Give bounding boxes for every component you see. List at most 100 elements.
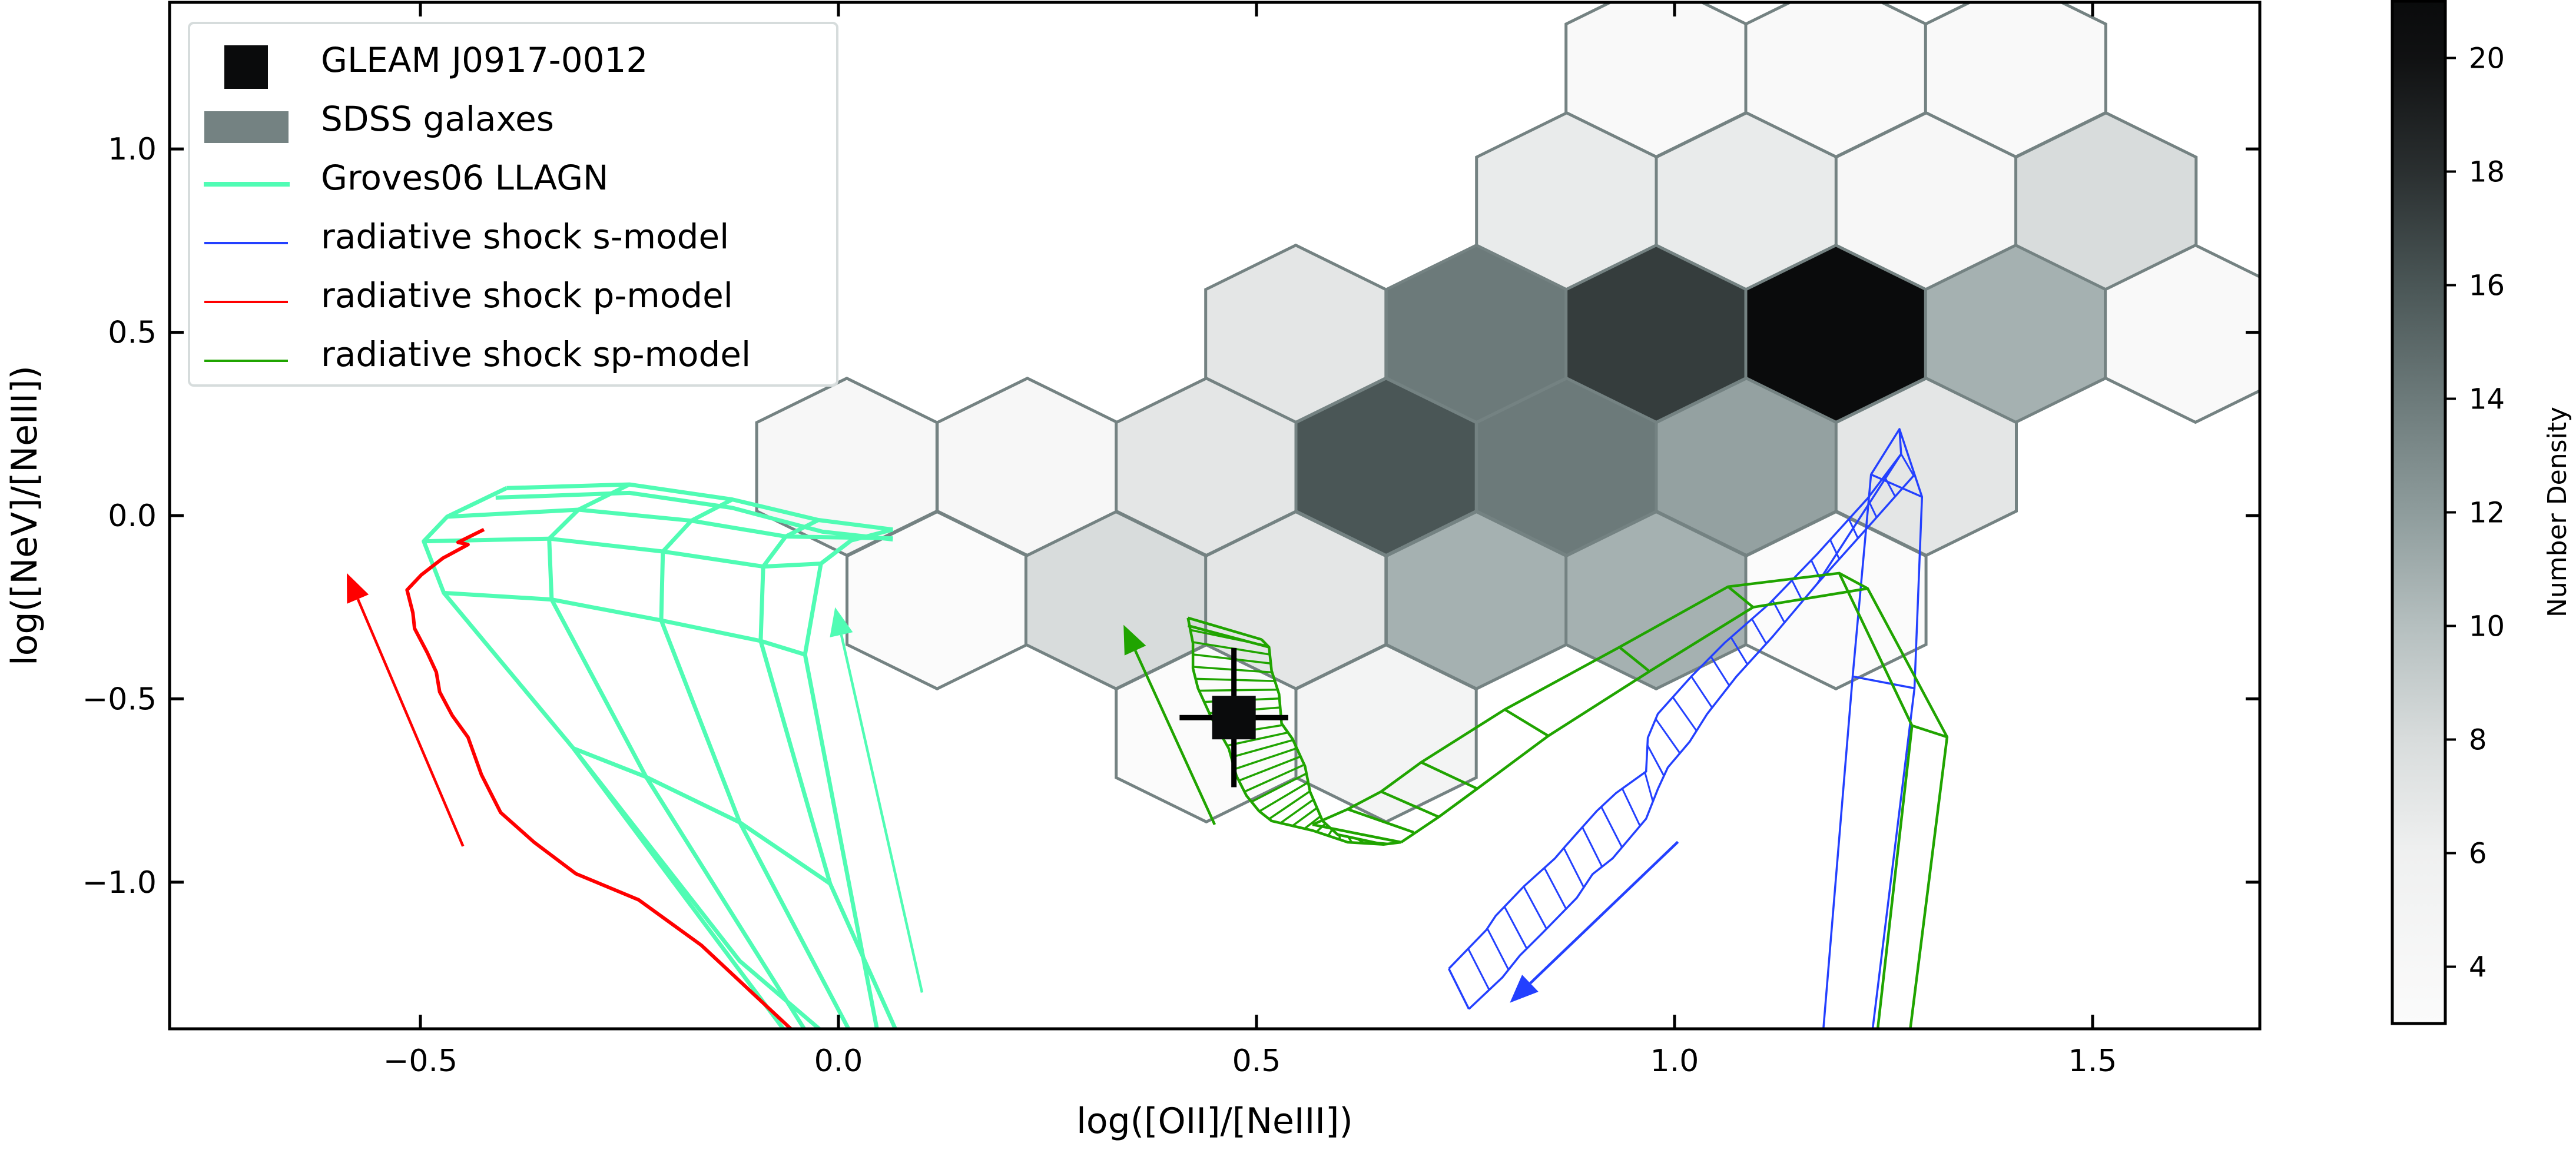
legend-entry-gleam: GLEAM J0917-0012 — [190, 35, 836, 89]
model-curves-layer — [347, 428, 1949, 1029]
x-tick-label: 0.0 — [814, 1044, 863, 1079]
band-hatch — [1356, 838, 1365, 845]
x-tick-label: 0.5 — [1232, 1044, 1281, 1079]
legend: GLEAM J0917-0012 SDSS galaxes Groves06 L… — [188, 22, 838, 387]
colorbar-tick-label: 14 — [2469, 383, 2505, 416]
legend-label: GLEAM J0917-0012 — [321, 40, 648, 80]
patch-swatch-icon — [204, 111, 289, 143]
colorbar-tick-label: 16 — [2469, 270, 2505, 303]
legend-entry-sp-model: radiative shock sp-model — [190, 329, 836, 382]
legend-label: Groves06 LLAGN — [321, 158, 609, 198]
colorbar-tick-label: 20 — [2469, 42, 2505, 75]
band-hatch — [1234, 747, 1297, 770]
arrow-shaft — [840, 634, 924, 993]
data-points-layer — [1179, 647, 1288, 788]
band-hatch — [1486, 928, 1510, 971]
y-axis-label: log([NeV]/[NeIII]) — [4, 365, 45, 666]
series-line — [1312, 571, 1914, 1029]
band-hatch — [1900, 453, 1915, 476]
band-hatch — [1226, 731, 1288, 747]
series-radiative-shock-p-model — [347, 528, 793, 1029]
band-hatch — [1710, 656, 1730, 686]
arrow-head-icon — [1123, 624, 1146, 656]
band-hatch — [1383, 841, 1401, 846]
square-marker — [1212, 696, 1256, 740]
band-edge — [1448, 453, 1902, 970]
series-line — [1504, 708, 1549, 737]
band-hatch — [1646, 745, 1665, 776]
band-hatch — [1251, 772, 1307, 803]
series-radiative-shock-s-model — [1448, 428, 1924, 1029]
series-line — [572, 747, 785, 1029]
band-hatch — [1600, 806, 1623, 848]
band-hatch — [1848, 519, 1859, 539]
band-hatch — [1503, 906, 1528, 949]
band-hatch — [1231, 739, 1294, 759]
hexbin-cell — [1744, 510, 1928, 691]
band-hatch — [1448, 968, 1470, 1010]
arrow-shaft — [356, 599, 465, 847]
line-swatch-icon — [204, 182, 290, 187]
band-hatch — [1315, 823, 1327, 833]
band-hatch — [1751, 618, 1768, 644]
band-hatch — [1238, 755, 1301, 782]
band-hatch — [1866, 498, 1878, 518]
band-hatch — [1523, 886, 1547, 929]
arrow-shaft — [1134, 650, 1216, 826]
band-hatch — [1258, 781, 1309, 812]
square-marker-icon — [224, 45, 268, 89]
series-line — [1898, 428, 1902, 454]
colorbar-tick-label: 6 — [2469, 838, 2487, 870]
colorbar-tick-label: 8 — [2469, 724, 2487, 757]
colorbar-gradient — [2391, 0, 2447, 1025]
colorbar: 4 6 8 10 12 14 16 18 20 — [2391, 0, 2505, 1025]
series-line — [572, 746, 831, 886]
band-hatch — [1884, 476, 1896, 497]
data-point-gleam — [1179, 647, 1288, 788]
line-swatch-icon — [204, 360, 288, 362]
legend-label: radiative shock p-model — [321, 275, 733, 315]
series-line — [423, 536, 853, 569]
y-tick-label: 0.5 — [108, 315, 157, 351]
band-hatch — [1199, 688, 1278, 692]
band-edge — [1186, 617, 1401, 846]
series-line — [443, 590, 806, 657]
series-radiative-shock-sp-model — [1123, 571, 1949, 1029]
series-line — [1347, 808, 1414, 834]
x-tick-label: 1.5 — [2068, 1044, 2117, 1079]
series-line — [1838, 571, 1869, 590]
band-hatch — [1563, 848, 1585, 888]
band-hatch — [1268, 790, 1311, 820]
y-tick-label: −1.0 — [82, 865, 157, 901]
series-line — [758, 518, 897, 1029]
band-hatch — [1791, 580, 1803, 602]
line-swatch-icon — [204, 301, 288, 303]
series-line — [1312, 823, 1402, 844]
band-hatch — [1829, 539, 1841, 560]
band-edge — [1468, 474, 1915, 1010]
arrow-head-icon — [830, 607, 853, 637]
axes-layer: −0.5 0.0 0.5 1.0 1.5 −1.0 −0.5 0.0 0.5 1.0 — [82, 2, 2260, 1079]
arrow-shaft — [1529, 840, 1679, 985]
band-hatch — [1327, 829, 1334, 836]
y-tick-label: 1.0 — [108, 132, 157, 167]
series-line — [803, 527, 894, 1029]
band-hatch — [1621, 788, 1641, 827]
band-hatch — [1347, 836, 1353, 843]
x-tick-label: −0.5 — [383, 1044, 457, 1079]
legend-entry-p-model: radiative shock p-model — [190, 270, 836, 323]
band-hatch — [1644, 772, 1654, 802]
series-line — [422, 486, 821, 1029]
series-groves06-llagn — [422, 482, 924, 1029]
series-line — [659, 497, 851, 1029]
legend-entry-sdss: SDSS galaxes — [190, 94, 836, 147]
band-hatch — [1655, 718, 1681, 754]
y-tick-label: −0.5 — [82, 682, 157, 717]
colorbar-tick-label: 10 — [2469, 610, 2505, 643]
band-hatch — [1188, 617, 1262, 641]
x-axis-label: log([OII]/[NeIII]) — [1076, 1101, 1353, 1142]
colorbar-tick-label: 4 — [2469, 951, 2487, 984]
arrow-head-icon — [1510, 975, 1539, 1003]
series-line — [1420, 761, 1478, 790]
